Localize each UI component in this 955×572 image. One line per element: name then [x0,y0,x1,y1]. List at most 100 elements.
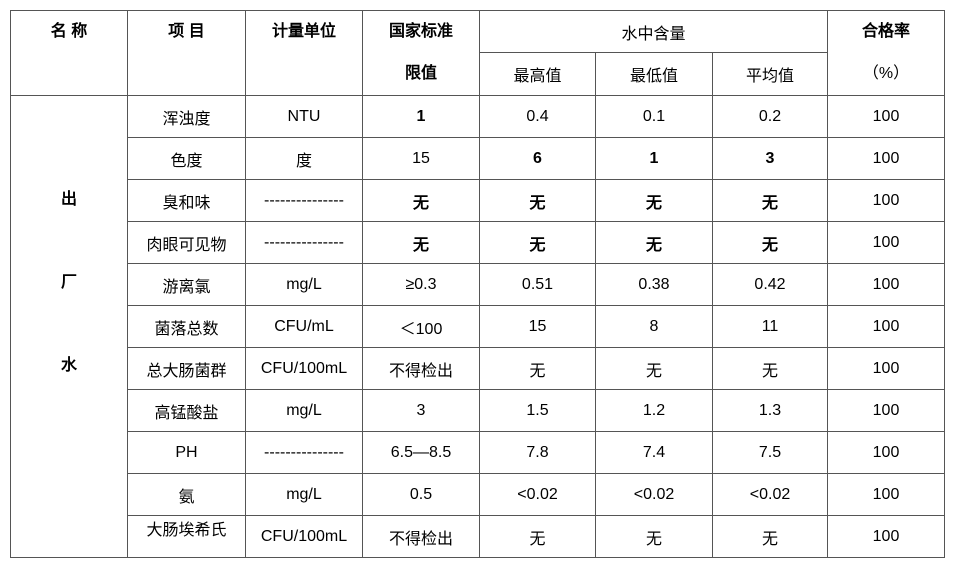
cell: 100 [827,137,945,180]
cell: 游离氯 [127,263,246,306]
cell: 1 [362,95,480,138]
group-char: 水 [60,357,77,374]
header-cell: 计量单位 [245,10,363,96]
header-text: 名 称 [50,23,88,40]
cell: 菌落总数 [127,305,246,348]
cell: PH [127,431,246,474]
cell: 15 [479,305,596,348]
cell: CFU/100mL [245,347,363,390]
header-cell: 项 目 [127,10,246,96]
cell: 15 [362,137,480,180]
cell: 0.38 [595,263,713,306]
cell: 0.42 [712,263,828,306]
cell: 无 [479,347,596,390]
cell: NTU [245,95,363,138]
data-row: 氨 mg/L 0.5 <0.02 <0.02 <0.02 100 [11,473,945,516]
cell: 7.8 [479,431,596,474]
cell: 无 [479,221,596,264]
cell: 100 [827,347,945,390]
cell: 无 [362,179,480,222]
cell: ≥0.3 [362,263,480,306]
cell: 100 [827,515,945,558]
cell: --------------- [245,179,363,222]
header-row: 最高值 最低值 平均值 [11,52,945,96]
header-cell: 最低值 [595,52,713,96]
cell: 肉眼可见物 [127,221,246,264]
data-row: 色度度 15 6 1 3 100 [11,137,945,180]
cell: 6.5—8.5 [362,431,480,474]
cell: 总大肠菌群 [127,347,246,390]
cell: CFU/mL [245,305,363,348]
header-cell: 水中含量 [479,10,828,53]
data-row: 菌落总数 CFU/mL ＜100 15 8 11 100 [11,305,945,348]
cell: 不得检出 [362,347,480,390]
cell: mg/L [245,263,363,306]
cell: 1 [595,137,713,180]
header-text: （%） [862,65,910,82]
cell: CFU/100mL [245,515,363,558]
cell: 无 [595,179,713,222]
cell: 色度 [127,137,246,180]
cell: 0.51 [479,263,596,306]
cell: 7.4 [595,431,713,474]
cell: 100 [827,179,945,222]
header-text: 国家标准 [388,23,453,40]
header-row: 名 称 项 目 计量单位 国家标准限值 水中含量 合格率 （%） [10,10,945,96]
cell: --------------- [245,221,363,264]
cell: 高锰酸盐 [127,389,246,432]
cell: 无 [595,515,713,558]
cell: 100 [827,221,945,264]
data-row: 大肠埃希氏 CFU/100mL 不得检出无无无 100 [11,515,945,558]
cell: --------------- [245,431,363,474]
cell: 不得检出 [362,515,480,558]
header-text: 限值 [404,65,437,82]
header-cell: 最高值 [479,52,596,96]
cell: <0.02 [712,473,828,516]
cell: 1.3 [712,389,828,432]
cell: 无 [479,179,596,222]
cell: 100 [827,431,945,474]
cell: 0.4 [479,95,596,138]
cell: 3 [712,137,828,180]
header-text: 计量单位 [271,23,336,40]
cell: <0.02 [595,473,713,516]
data-row: PH --------------- 6.5—8.5 7.8 7.4 7.5 100 [11,431,945,474]
cell: 0.5 [362,473,480,516]
group-char: 出 [60,191,77,208]
data-row: 游离氯 mg/L ≥0.3 0.51 0.38 0.42 100 [11,263,945,306]
cell: 臭和味 [127,179,246,222]
cell: 无 [362,221,480,264]
group-char: 厂 [60,274,77,291]
data-row: 臭和味 --------------- 无无无无 100 [11,179,945,222]
cell: 度 [245,137,363,180]
cell: 100 [827,389,945,432]
cell: 无 [712,515,828,558]
cell: 无 [479,515,596,558]
quality-table: 名 称 项 目 计量单位 国家标准限值 水中含量 合格率 （%） 最高值 最低值 … [10,10,945,558]
cell: 100 [827,263,945,306]
cell: 3 [362,389,480,432]
cell: 无 [595,221,713,264]
header-cell: 名 称 [10,10,128,96]
cell: 1.2 [595,389,713,432]
cell: 0.1 [595,95,713,138]
header-text: 项 目 [168,23,205,40]
cell: 8 [595,305,713,348]
data-row: 出厂水浑浊度 NTU 1 0.4 0.1 0.2 100 [10,95,945,558]
cell: 大肠埃希氏 [127,515,246,558]
header-cell: 合格率 （%） [827,10,945,96]
cell: 100 [827,95,945,138]
cell: 浑浊度 [127,95,246,138]
data-row: 高锰酸盐 mg/L 3 1.5 1.2 1.3 100 [11,389,945,432]
cell: 无 [712,347,828,390]
data-row: 总大肠菌群 CFU/100mL 不得检出无无无 100 [11,347,945,390]
header-text: 合格率 [861,23,910,40]
data-row: 肉眼可见物 --------------- 无无无无 100 [11,221,945,264]
cell: 无 [595,347,713,390]
cell: 氨 [127,473,246,516]
group-cell: 出厂水 [10,95,128,558]
cell: 0.2 [712,95,828,138]
cell: 无 [712,221,828,264]
cell: 7.5 [712,431,828,474]
